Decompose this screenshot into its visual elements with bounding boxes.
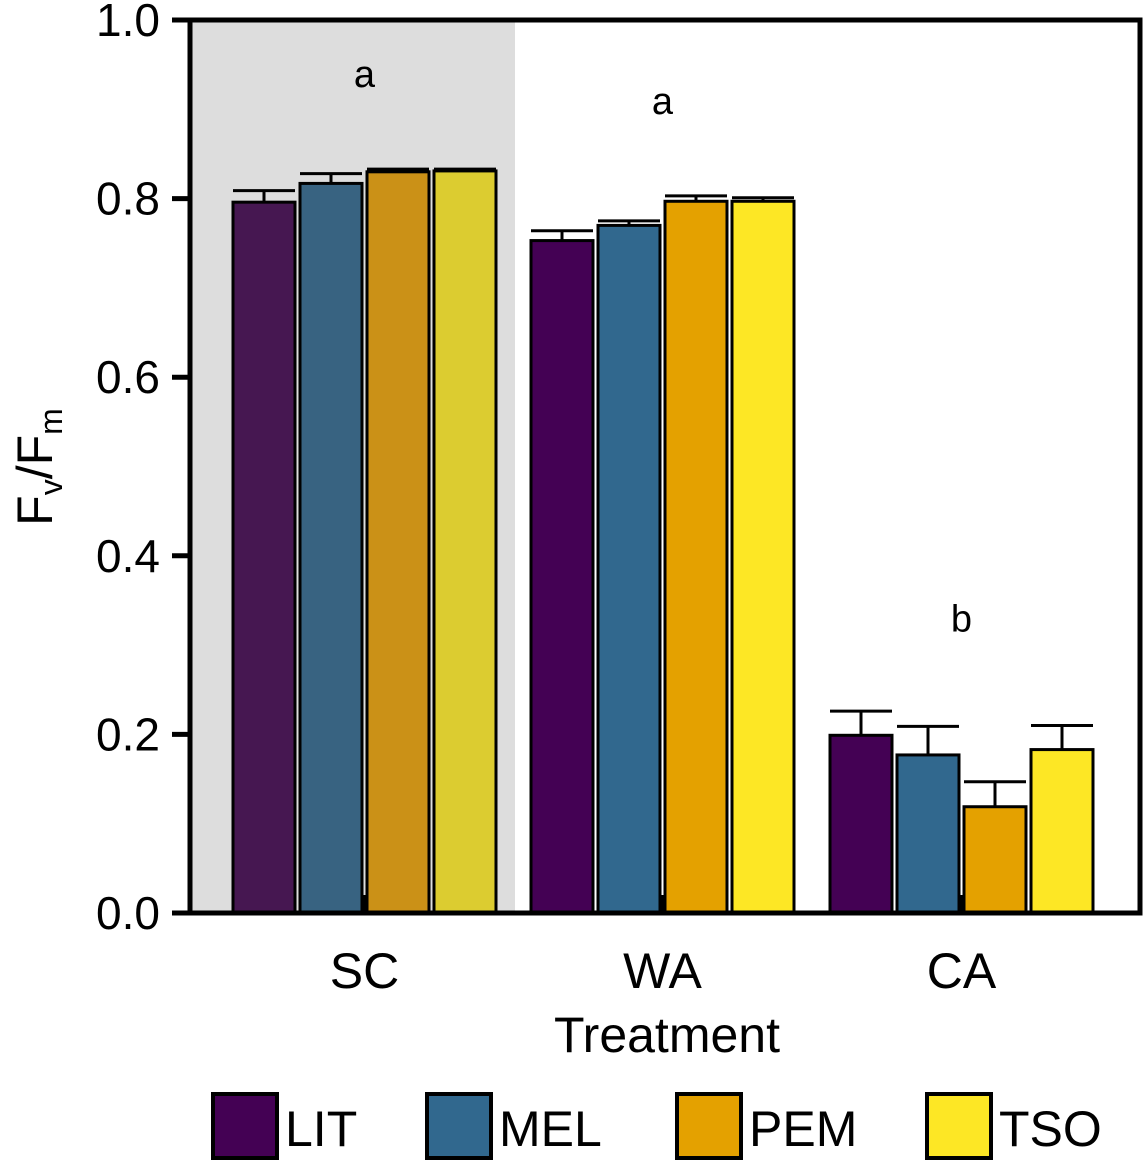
legend-swatch-tso [925,1092,993,1160]
legend-swatch-pem [675,1092,743,1160]
errorbars-group [233,167,1093,807]
bar-lit-sc [231,200,297,915]
bar-pem-ca [962,805,1028,915]
legend: LIT MEL PEM TSO [211,1092,1102,1160]
errorbar-lit-sc [233,189,295,203]
y-axis: 0.0 0.2 0.4 0.6 0.8 1.0 [96,0,190,939]
y-axis-title: Fv/Fm [7,408,69,526]
legend-item-lit: LIT [211,1092,357,1160]
bar-mel-ca [895,753,961,915]
legend-label-tso: TSO [999,1101,1102,1157]
legend-item-tso: TSO [925,1092,1102,1160]
errorbar-lit-ca [830,709,892,736]
x-tick-label-ca: CA [927,943,997,999]
legend-swatch-mel [425,1092,493,1160]
bar-mel-sc [298,181,364,915]
bar-pem-sc [365,170,431,915]
legend-item-mel: MEL [425,1092,602,1160]
bar-lit-ca [828,733,894,915]
y-tick-label: 0.6 [96,351,160,403]
bars-group [231,169,1095,915]
legend-item-pem: PEM [675,1092,857,1160]
bar-tso-sc [432,169,498,915]
significance-label-sc: a [354,54,376,96]
bar-tso-wa [730,199,796,915]
bar-mel-wa [596,223,662,915]
errorbar-tso-wa [732,196,794,202]
errorbar-mel-sc [300,172,362,184]
errorbar-tso-ca [1031,723,1093,750]
errorbar-tso-sc [434,167,496,171]
errorbar-mel-ca [897,724,959,755]
errorbar-pem-ca [964,780,1026,807]
errorbar-pem-wa [665,194,727,202]
x-axis-title: Treatment [554,1007,780,1063]
bar-lit-wa [529,239,595,915]
errorbar-mel-wa [598,219,660,226]
y-tick-label: 1.0 [96,0,160,46]
legend-swatch-lit [211,1092,279,1160]
legend-label-mel: MEL [499,1101,602,1157]
y-tick-label: 0.8 [96,173,160,225]
y-tick-label: 0.0 [96,887,160,939]
x-axis: SC WA CA [330,895,997,999]
errorbar-lit-wa [531,229,593,241]
y-tick-label: 0.4 [96,530,160,582]
bar-pem-wa [663,199,729,915]
y-tick-label: 0.2 [96,708,160,760]
errorbar-pem-sc [367,167,429,172]
bar-tso-ca [1029,748,1095,915]
significance-label-ca: b [951,599,972,641]
significance-label-wa: a [652,81,674,123]
x-tick-label-sc: SC [330,943,399,999]
legend-label-lit: LIT [285,1101,357,1157]
significance-labels: a a b [354,54,972,641]
x-tick-label-wa: WA [623,943,702,999]
legend-label-pem: PEM [749,1101,857,1157]
